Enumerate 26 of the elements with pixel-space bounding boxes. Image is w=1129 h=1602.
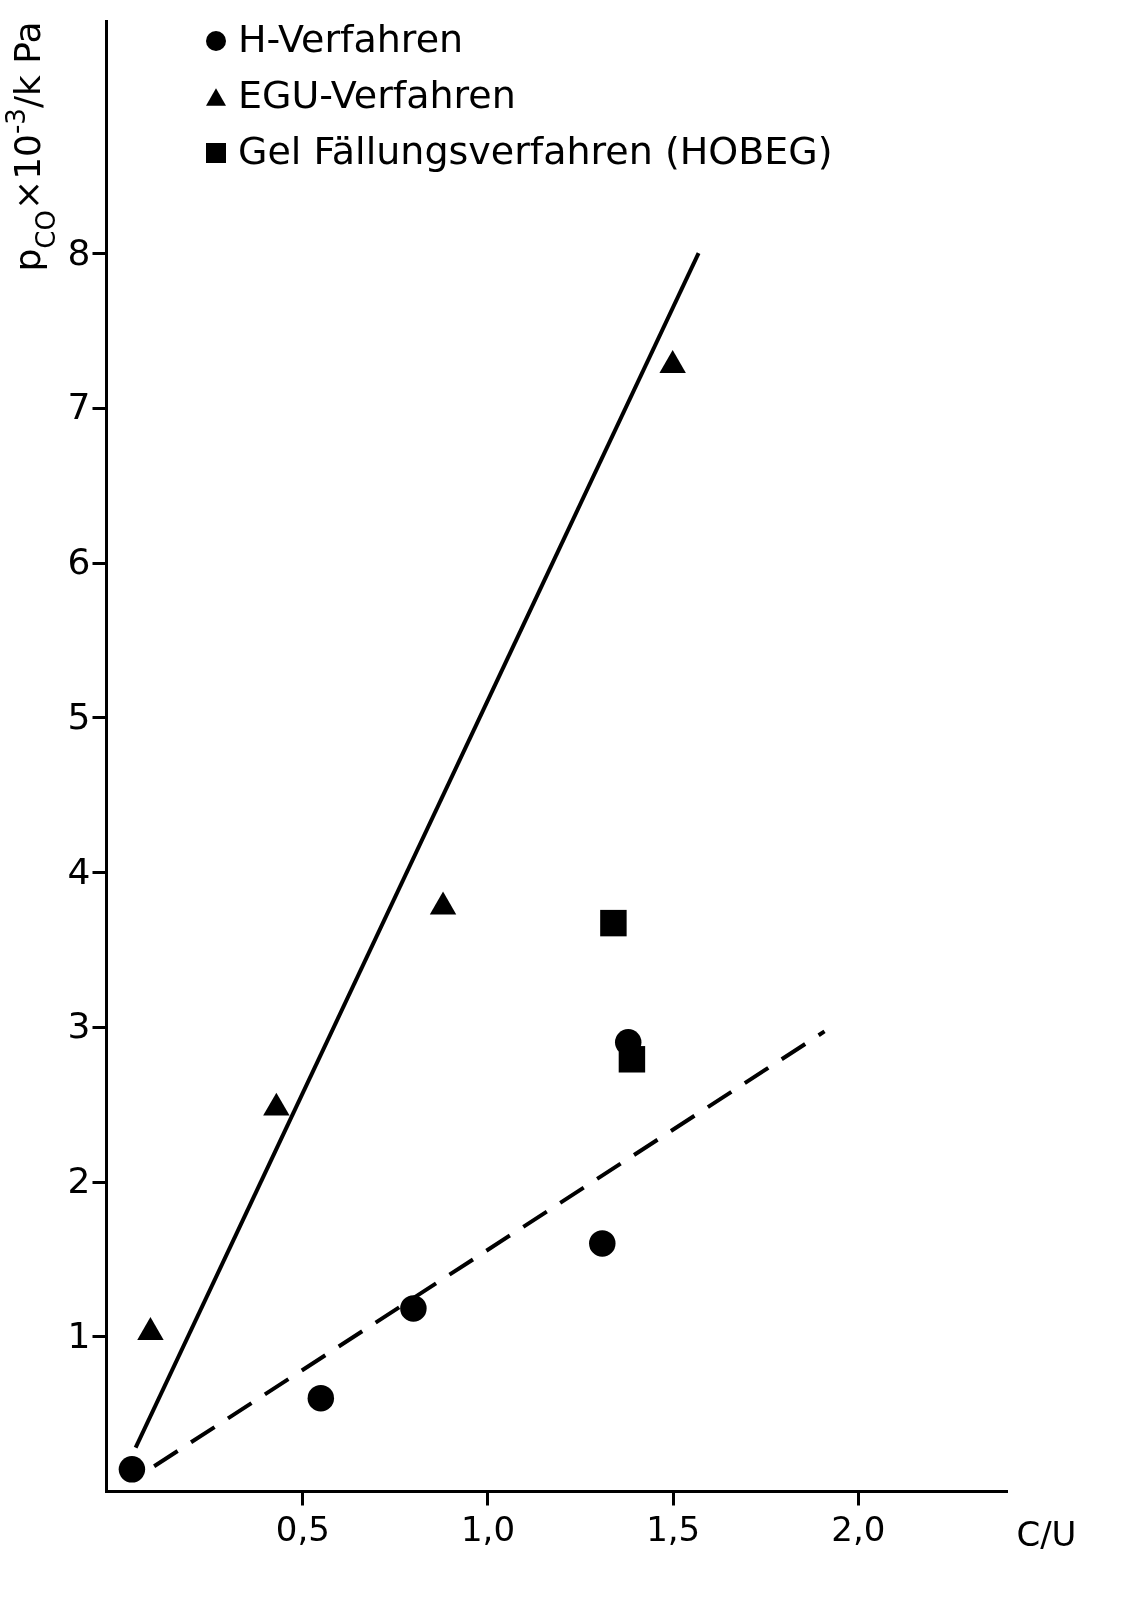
y-tick-label: 2 xyxy=(67,1160,91,1202)
point xyxy=(400,1295,427,1322)
legend-label: Gel Fällungsverfahren (HOBEG) xyxy=(238,129,833,173)
legend-label: H-Verfahren xyxy=(238,17,464,61)
y-tick-label: 5 xyxy=(67,695,91,737)
y-tick-label: 4 xyxy=(67,850,91,892)
x-tick-label: 0,5 xyxy=(275,1508,330,1549)
point xyxy=(600,909,627,937)
y-tick-label: 7 xyxy=(67,386,91,428)
point xyxy=(429,891,457,915)
y-tick-label: 1 xyxy=(67,1314,91,1356)
point xyxy=(118,1456,146,1483)
x-tick-label: 2,0 xyxy=(831,1508,886,1549)
x-axis-title: C/U xyxy=(1016,1513,1077,1554)
y-tick-label: 3 xyxy=(67,1005,91,1047)
point xyxy=(589,1230,616,1257)
point xyxy=(659,349,686,373)
x-tick-label: 1,0 xyxy=(460,1508,516,1549)
x-tick-label: 1,5 xyxy=(646,1508,701,1549)
point xyxy=(618,1046,646,1073)
point xyxy=(137,1317,164,1340)
point xyxy=(263,1092,290,1116)
legend-label: EGU-Verfahren xyxy=(238,73,516,117)
y-tick-label: 8 xyxy=(67,231,91,273)
y-tick-label: 6 xyxy=(67,541,91,583)
point xyxy=(307,1384,335,1412)
